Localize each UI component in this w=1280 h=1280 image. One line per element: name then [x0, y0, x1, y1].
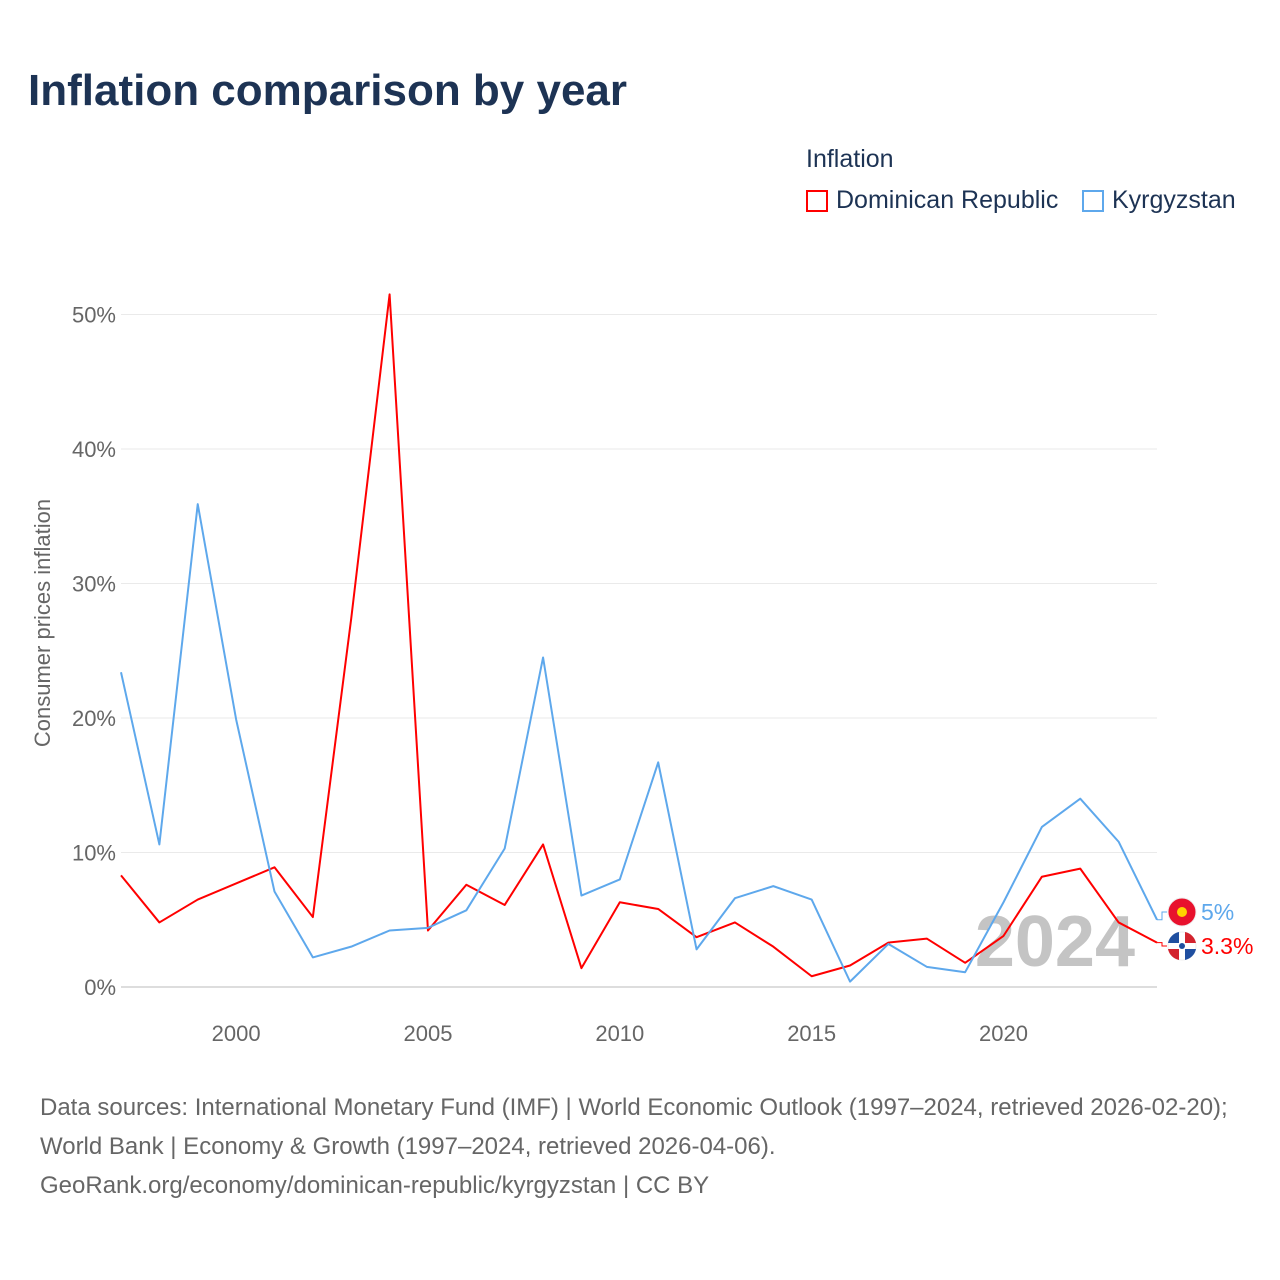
end-connector	[1157, 942, 1167, 947]
end-value-label: 3.3%	[1201, 933, 1253, 959]
y-axis-label: Consumer prices inflation	[30, 499, 55, 747]
legend-label: Kyrgyzstan	[1112, 186, 1236, 214]
flag-emblem	[1179, 943, 1185, 949]
legend-item-dominican-republic[interactable]: Dominican Republic	[806, 186, 1058, 215]
legend-swatch	[806, 189, 828, 212]
legend-swatch	[1082, 189, 1104, 212]
source-note: Data sources: International Monetary Fun…	[40, 1088, 1250, 1205]
y-tick-label: 0%	[84, 975, 116, 1000]
year-watermark: 2024	[975, 902, 1135, 982]
y-tick-label: 50%	[72, 303, 116, 328]
x-tick-label: 2000	[212, 1021, 261, 1046]
flag-sun	[1177, 907, 1187, 917]
legend-label: Dominican Republic	[836, 186, 1059, 214]
y-tick-label: 40%	[72, 437, 116, 462]
source-link[interactable]: GeoRank.org/economy/dominican-republic/k…	[40, 1172, 710, 1199]
legend-item-kyrgyzstan[interactable]: Kyrgyzstan	[1082, 186, 1236, 215]
source-text: Data sources: International Monetary Fun…	[40, 1094, 1228, 1160]
end-connector	[1157, 911, 1167, 921]
end-value-label: 5%	[1201, 899, 1234, 925]
series-line-dominican-republic	[120, 293, 1158, 978]
legend-title: Inflation	[806, 145, 894, 173]
plot-area: 0% 10% 20% 30% 40% 50% 2000 2005 2010 2015 2020 Con…	[30, 293, 1253, 1046]
flag-part	[1168, 949, 1179, 960]
y-tick-label: 20%	[72, 706, 116, 731]
x-tick-label: 2005	[403, 1021, 452, 1046]
flag-part	[1168, 932, 1179, 943]
flag-part	[1185, 949, 1196, 960]
x-tick-label: 2015	[787, 1021, 836, 1046]
chart-title: Inflation comparison by year	[28, 66, 628, 115]
y-tick-label: 10%	[72, 841, 116, 866]
series-line-kyrgyzstan	[120, 503, 1158, 983]
y-tick-label: 30%	[72, 572, 116, 597]
flag-part	[1185, 932, 1196, 943]
x-tick-label: 2020	[979, 1021, 1028, 1046]
x-tick-label: 2010	[595, 1021, 644, 1046]
